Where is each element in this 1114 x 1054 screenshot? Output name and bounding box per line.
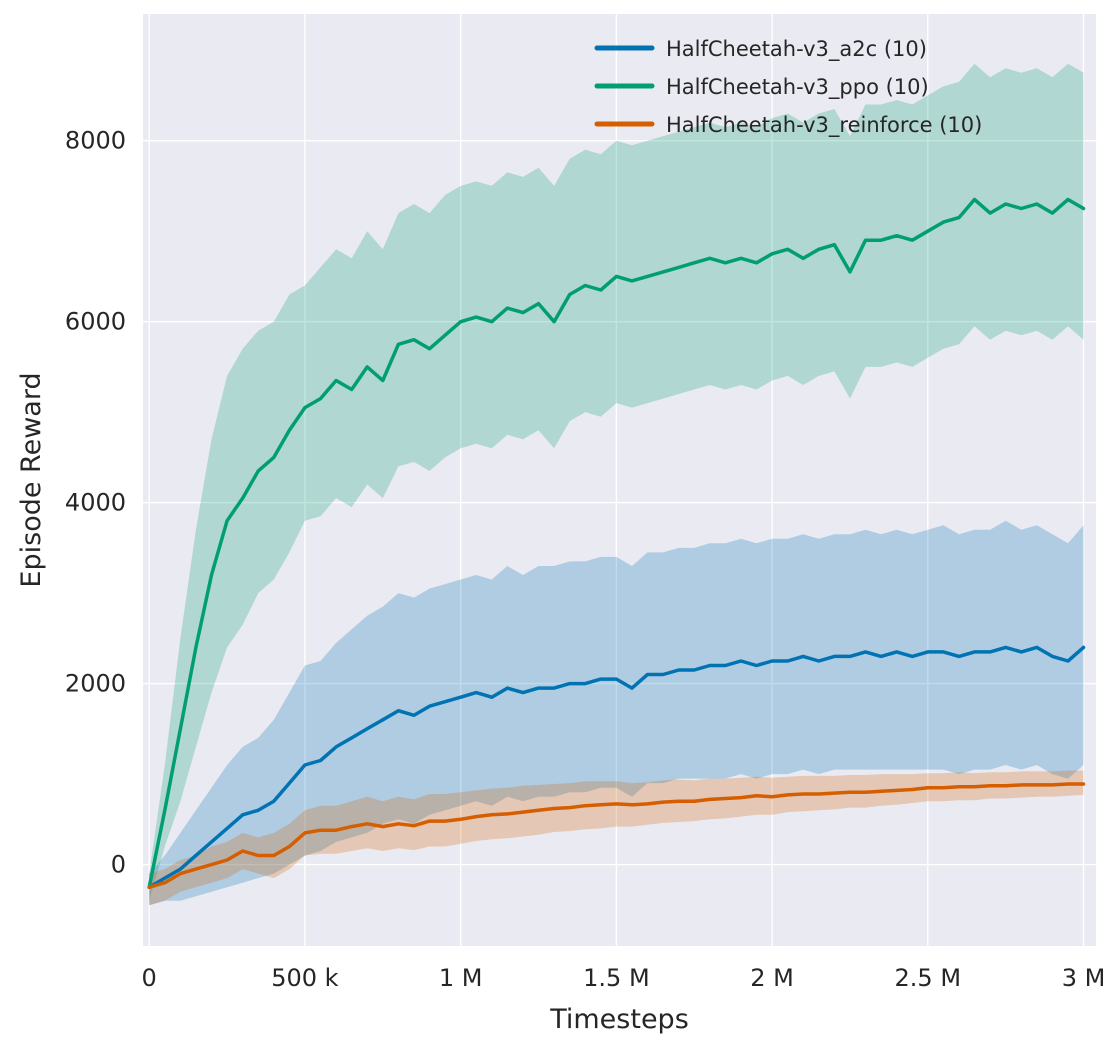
y-tick-label: 0: [111, 851, 126, 879]
x-tick-label: 0: [142, 964, 157, 992]
y-axis-label: Episode Reward: [16, 372, 47, 587]
x-tick-label: 2 M: [750, 964, 794, 992]
series-line-halfcheetah-v3-ppo-10: [147, 197, 1086, 889]
series-line-halfcheetah-v3-a2c-10: [147, 645, 1086, 889]
y-tick-label: 4000: [65, 489, 126, 517]
plot-background: [143, 14, 1096, 946]
x-tick-label: 1 M: [439, 964, 483, 992]
x-tick-label: 2.5 M: [895, 964, 962, 992]
legend-label-halfcheetah-v3-a2c-10: HalfCheetah-v3_a2c (10): [666, 37, 927, 62]
x-tick-label: 1.5 M: [583, 964, 650, 992]
series-line-halfcheetah-v3-reinforce-10: [147, 782, 1086, 889]
x-axis-label: Timesteps: [549, 1004, 689, 1035]
y-tick-label: 8000: [65, 127, 126, 155]
x-tick-label: 3 M: [1062, 964, 1106, 992]
legend-label-halfcheetah-v3-ppo-10: HalfCheetah-v3_ppo (10): [666, 75, 929, 100]
x-tick-label: 500 k: [271, 964, 338, 992]
confidence-band-halfcheetah-v3-reinforce-10: [149, 770, 1084, 906]
y-tick-label: 6000: [65, 308, 126, 336]
confidence-band-halfcheetah-v3-a2c-10: [149, 520, 1084, 906]
y-tick-label: 2000: [65, 670, 126, 698]
legend-label-halfcheetah-v3-reinforce-10: HalfCheetah-v3_reinforce (10): [666, 113, 982, 138]
